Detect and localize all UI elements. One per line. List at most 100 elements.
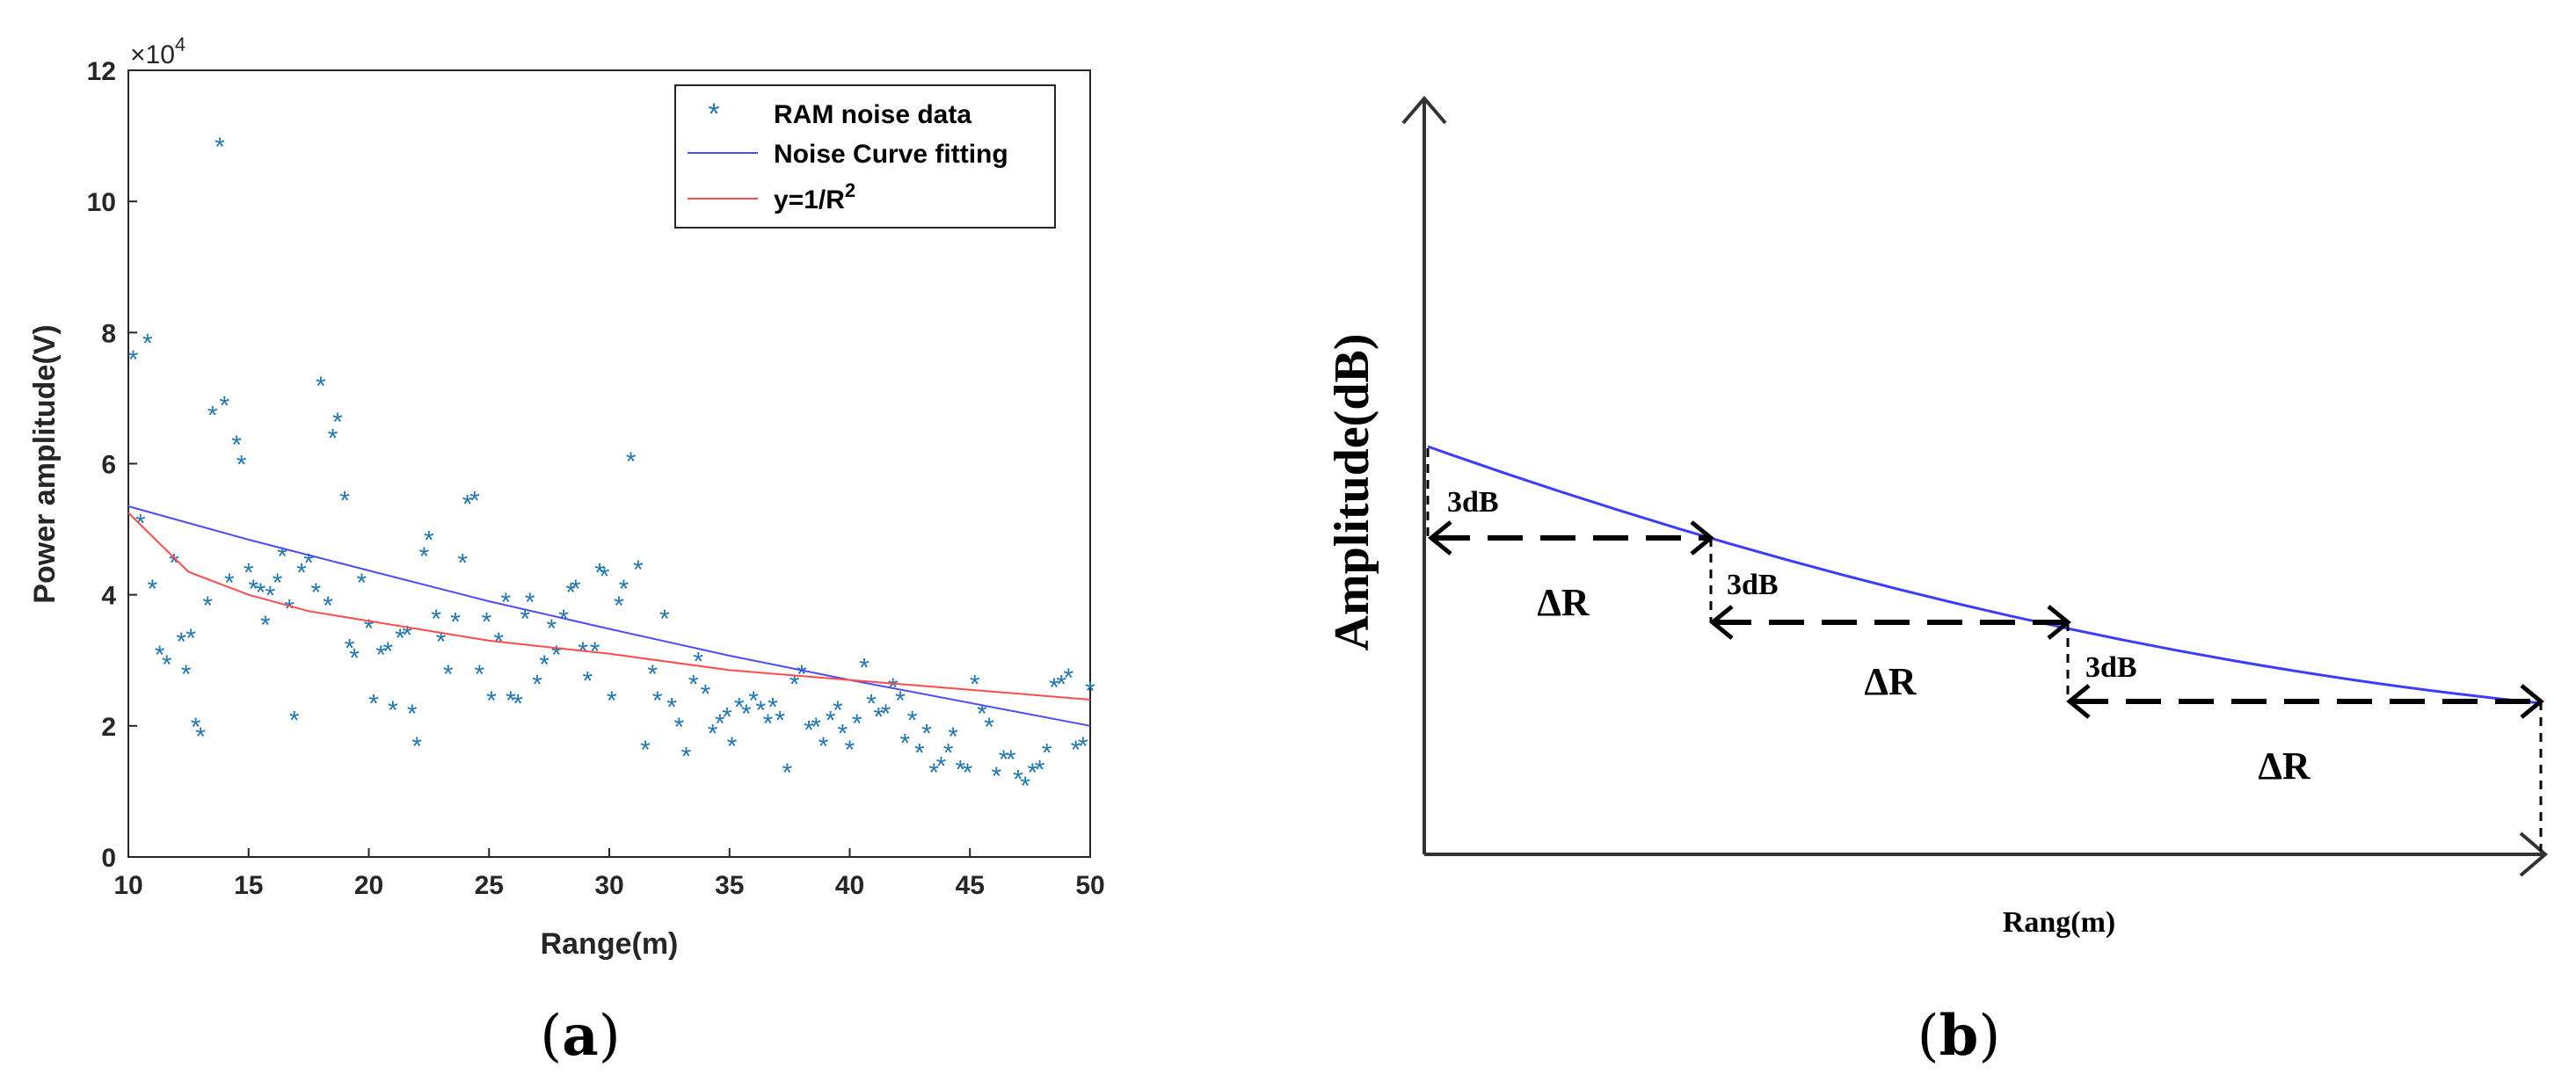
scatter-point: *	[513, 690, 523, 719]
scatter-point: *	[955, 755, 965, 784]
legend-box	[674, 84, 1056, 229]
scatter-point: *	[236, 451, 247, 480]
scatter-point: *	[256, 578, 266, 607]
scatter-point: *	[231, 431, 242, 460]
scatter-point: *	[1056, 670, 1066, 699]
scatter-point: *	[977, 700, 987, 729]
scatter-point: *	[162, 650, 172, 679]
scatter-point: *	[469, 487, 480, 516]
scatter-point: *	[345, 634, 355, 663]
scatter-point: *	[819, 732, 829, 761]
scatter-point: *	[142, 330, 153, 359]
scatter-point: *	[775, 706, 785, 735]
y-tick-label: 0	[101, 844, 116, 873]
scatter-point: *	[1035, 755, 1045, 784]
scatter-point: *	[462, 490, 473, 519]
scatter-point: *	[1064, 664, 1074, 693]
x-tick-label: 25	[475, 871, 504, 900]
scatter-point: *	[539, 650, 549, 679]
scatter-point: *	[866, 690, 877, 719]
y-axis-label: Power amplitude(V)	[28, 324, 62, 603]
scatter-point: *	[339, 487, 350, 516]
y-tick-label: 12	[87, 57, 116, 86]
scatter-point: *	[921, 719, 932, 748]
scatter-point: *	[763, 709, 774, 738]
step1-arrow-left	[1428, 520, 1452, 556]
scatter-point: *	[431, 605, 441, 634]
scatter-point: *	[551, 641, 562, 670]
scatter-point: *	[708, 719, 718, 748]
scatter-point: *	[734, 693, 745, 722]
scatter-point: *	[501, 588, 512, 617]
scatter-point: *	[525, 588, 535, 617]
b-x-axis-label: Rang(m)	[2003, 906, 2115, 939]
scatter-point: *	[900, 729, 911, 758]
scatter-point: *	[296, 559, 307, 588]
scatter-point: *	[833, 696, 843, 725]
scatter-point: *	[722, 703, 732, 732]
delta-r-label-3: ΔR	[2258, 744, 2311, 788]
scatter-point: *	[790, 670, 800, 699]
scatter-point: *	[837, 719, 848, 748]
scatter-point: *	[356, 569, 367, 598]
scatter-point: *	[349, 644, 360, 673]
scatter-point: *	[547, 614, 557, 643]
scatter-point: *	[727, 732, 738, 761]
scatter-point: *	[688, 670, 699, 699]
panel-a-scatter-points: ****************************************…	[128, 133, 1096, 801]
scatter-point: *	[859, 654, 870, 683]
scatter-point: *	[647, 660, 658, 689]
scatter-point: *	[244, 559, 254, 588]
scatter-point: *	[619, 575, 629, 604]
scatter-point: *	[811, 713, 821, 742]
scatter-point: *	[202, 592, 213, 621]
scatter-point: *	[332, 408, 343, 437]
scatter-point: *	[970, 670, 980, 699]
scatter-point: *	[768, 693, 778, 722]
scatter-point: *	[266, 582, 276, 611]
b-y-axis-label: Amplitude(dB)	[1325, 334, 1379, 651]
scatter-point: *	[999, 745, 1009, 774]
scatter-point: *	[741, 700, 752, 729]
scatter-point: *	[191, 713, 201, 742]
scatter-point: *	[797, 660, 807, 689]
legend-scatter-marker: *	[708, 98, 719, 131]
scatter-point: *	[388, 696, 398, 725]
amplitude-decay-curve	[1427, 445, 2542, 705]
x-tick-label: 45	[956, 871, 985, 900]
panel-a-ticks: 10 15 20 25 30 35 40 45 50 0 2 4 6 8 10 12	[87, 57, 1105, 900]
panel-b-diagram: 3dB 3dB 3dB ΔR ΔR ΔR Rang(m) Amplitude(d…	[1325, 95, 2549, 1069]
x-tick-label: 30	[594, 871, 623, 900]
legend: * RAM noise data Noise Curve fitting y=1…	[674, 84, 1056, 229]
delta-r-label-1: ΔR	[1537, 581, 1590, 624]
scatter-point: *	[666, 693, 677, 722]
scatter-point: *	[845, 736, 855, 765]
scatter-point: *	[323, 592, 333, 621]
scatter-point: *	[626, 447, 637, 476]
scatter-point: *	[782, 759, 793, 788]
step3-3db-label: 3dB	[2085, 651, 2137, 684]
scatter-point: *	[289, 706, 300, 735]
scatter-point: *	[1078, 732, 1088, 761]
scatter-point: *	[375, 641, 386, 670]
scatter-point: *	[804, 716, 814, 745]
scatter-point: *	[852, 709, 862, 738]
scatter-point: *	[482, 608, 492, 637]
scatter-point: *	[310, 578, 321, 607]
noise-curve-fitting-line	[127, 505, 1091, 727]
scatter-point: *	[148, 575, 158, 604]
caption-b: (b)	[1917, 1003, 2001, 1069]
scatter-point: *	[407, 700, 418, 729]
scatter-point: *	[914, 739, 925, 768]
scatter-point: *	[424, 526, 434, 555]
scatter-point: *	[303, 548, 314, 577]
scatter-point: *	[701, 680, 711, 709]
scatter-point: *	[419, 542, 430, 571]
legend-scatter-label: RAM noise data	[774, 100, 971, 129]
y-tick-label: 6	[101, 451, 116, 480]
scatter-point: *	[600, 562, 610, 591]
scatter-point: *	[673, 713, 684, 742]
legend-inverse-label: y=1/R2	[774, 179, 855, 214]
scatter-point: *	[1013, 766, 1023, 795]
